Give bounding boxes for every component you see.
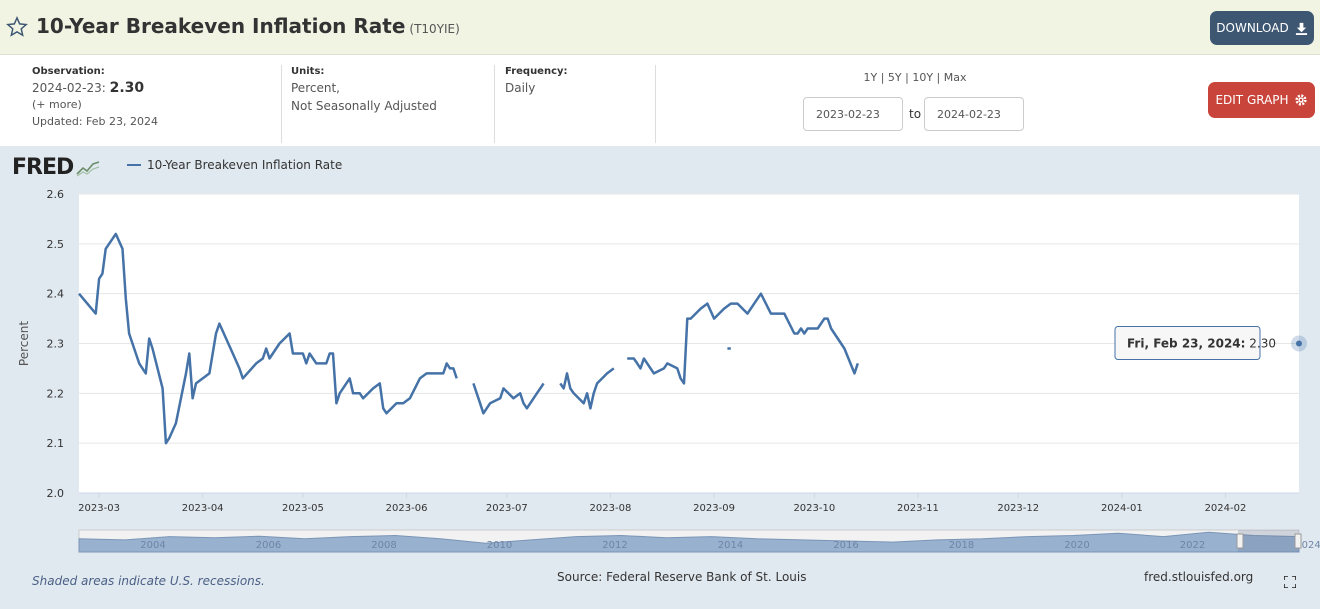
x-tick-label: 2023-06 — [386, 503, 428, 514]
start-date-input[interactable]: 2023-02-23 — [803, 97, 903, 131]
x-tick-label: 2024-02 — [1205, 503, 1247, 514]
navigator-label: 2008 — [371, 540, 396, 551]
download-icon — [1295, 22, 1307, 35]
page-header: 10-Year Breakeven Inflation Rate (T10YIE)… — [0, 0, 1320, 55]
fred-url[interactable]: fred.stlouisfed.org — [1144, 570, 1254, 584]
legend-label: 10-Year Breakeven Inflation Rate — [147, 158, 343, 172]
source-note: Source: Federal Reserve Bank of St. Loui… — [557, 570, 807, 584]
more-link[interactable]: (+ more) — [32, 98, 82, 111]
frequency-block: Frequency: Daily — [505, 65, 568, 97]
tooltip-box — [1114, 326, 1261, 360]
fred-logo: FRED — [12, 155, 102, 180]
x-tick-label: 2023-05 — [282, 503, 324, 514]
navigator-label: 2016 — [833, 540, 858, 551]
units-label: Units: — [291, 66, 325, 77]
y-tick-label: 2.4 — [47, 288, 65, 301]
navigator-label: 2004 — [140, 540, 165, 551]
x-tick-label: 2023-03 — [78, 503, 120, 514]
divider — [494, 65, 495, 143]
legend-swatch — [127, 164, 141, 166]
edit-graph-button[interactable]: EDIT GRAPH — [1208, 82, 1315, 118]
series-info-bar: Observation: 2024-02-23: 2.30 (+ more) U… — [0, 55, 1320, 146]
chart-legend: 10-Year Breakeven Inflation Rate — [127, 158, 342, 172]
x-tick-label: 2023-09 — [693, 503, 735, 514]
navigator-handle-left — [1236, 533, 1244, 549]
observation-block: Observation: 2024-02-23: 2.30 (+ more) U… — [32, 65, 158, 132]
gear-icon — [1294, 94, 1307, 106]
download-label: DOWNLOAD — [1216, 21, 1289, 35]
hover-point — [1296, 340, 1302, 347]
series-id: (T10YIE) — [409, 22, 460, 36]
observation-label: Observation: — [32, 66, 105, 77]
logo-graph-icon — [75, 159, 102, 177]
y-tick-label: 2.5 — [47, 238, 65, 251]
series-line — [472, 382, 545, 415]
series-line — [78, 232, 458, 445]
logo-text: FRED — [12, 155, 74, 180]
y-tick-label: 2.1 — [47, 437, 65, 450]
download-button[interactable]: DOWNLOAD — [1210, 11, 1314, 45]
divider — [281, 65, 282, 143]
navigator-label: 2014 — [718, 540, 743, 551]
y-tick-label: 2.3 — [47, 338, 65, 351]
x-tick-label: 2023-08 — [590, 503, 632, 514]
observation-value: 2.30 — [109, 80, 145, 96]
updated-date: Updated: Feb 23, 2024 — [32, 115, 158, 128]
y-tick-label: 2.6 — [47, 188, 65, 201]
frequency-label: Frequency: — [505, 66, 568, 77]
x-tick-label: 2023-04 — [182, 503, 224, 514]
line-chart[interactable]: 2.0 2.1 2.2 2.3 2.4 2.5 2.6 2023-03 2023-04 2023-… — [0, 146, 1320, 609]
units-line1: Percent, — [291, 81, 340, 95]
series-line — [559, 367, 615, 410]
y-tick-label: 2.2 — [47, 387, 65, 400]
x-tick-label: 2023-11 — [897, 503, 939, 514]
navigator-label: 2006 — [256, 540, 281, 551]
units-block: Units: Percent, Not Seasonally Adjusted — [291, 65, 437, 115]
tooltip-text: Fri, Feb 23, 2024: 2.30 — [1127, 337, 1276, 351]
series-line — [627, 292, 859, 385]
navigator-series — [78, 531, 1300, 553]
units-line2: Not Seasonally Adjusted — [291, 99, 437, 113]
navigator-selection — [1238, 530, 1299, 552]
star-icon[interactable] — [6, 16, 28, 38]
x-tick-label: 2023-07 — [486, 503, 528, 514]
x-tick-label: 2024-01 — [1101, 503, 1143, 514]
navigator-label: 2024 — [1295, 540, 1320, 551]
frequency-value: Daily — [505, 81, 536, 95]
recession-note: Shaded areas indicate U.S. recessions. — [32, 574, 265, 588]
y-tick-label: 2.0 — [47, 487, 65, 500]
expand-icon[interactable] — [1284, 576, 1296, 588]
edit-graph-label: EDIT GRAPH — [1215, 93, 1289, 107]
series-title: 10-Year Breakeven Inflation Rate — [36, 14, 406, 38]
x-tick-label: 2023-10 — [793, 503, 835, 514]
navigator-handle-right — [1294, 533, 1302, 549]
y-axis-label: Percent — [17, 321, 31, 366]
chart-panel: FRED 10-Year Breakeven Inflation Rate 2.… — [0, 146, 1320, 609]
to-label: to — [909, 107, 922, 121]
navigator-label: 2020 — [1064, 540, 1089, 551]
x-tick-label: 2023-12 — [997, 503, 1039, 514]
divider — [655, 65, 656, 143]
navigator-label: 2022 — [1180, 540, 1205, 551]
navigator-label: 2018 — [949, 540, 974, 551]
navigator-label: 2010 — [487, 540, 512, 551]
page-title: 10-Year Breakeven Inflation Rate (T10YIE) — [36, 14, 460, 38]
end-date-input[interactable]: 2024-02-23 — [924, 97, 1024, 131]
observation-date: 2024-02-23: — [32, 81, 106, 95]
navigator-label: 2012 — [602, 540, 627, 551]
range-selector[interactable]: 1Y | 5Y | 10Y | Max — [863, 71, 967, 84]
